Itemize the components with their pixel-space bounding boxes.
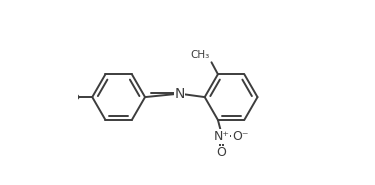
Text: N⁺: N⁺ bbox=[213, 130, 230, 143]
Text: O: O bbox=[216, 147, 226, 159]
Text: CH₃: CH₃ bbox=[190, 50, 210, 60]
Text: O⁻: O⁻ bbox=[232, 130, 248, 143]
Text: N: N bbox=[174, 87, 184, 101]
